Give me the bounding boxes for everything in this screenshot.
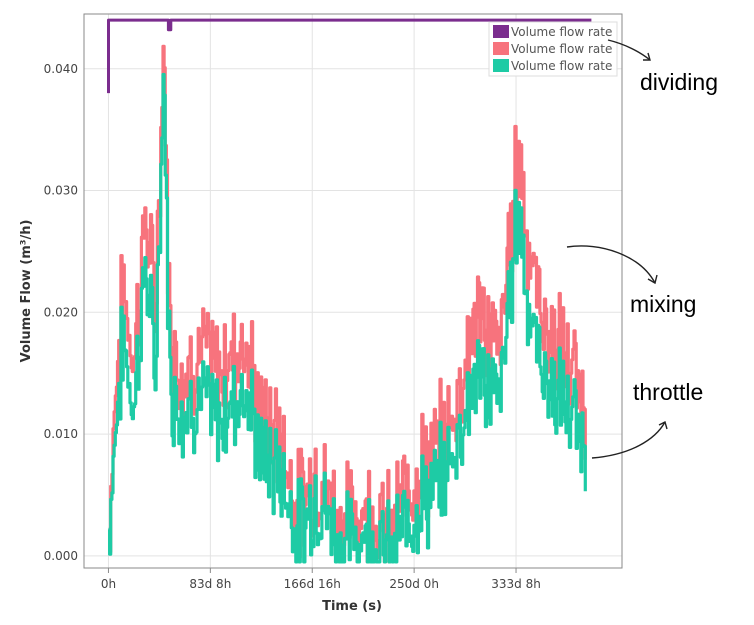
annotations: dividing mixing throttle: [566, 39, 718, 459]
series-line-mixing: [108, 44, 587, 564]
arrow-head-dividing: [643, 52, 651, 61]
y-tick-label: 0.030: [44, 184, 78, 198]
arrow-mixing: [566, 245, 656, 284]
plot-frame: [83, 13, 623, 569]
y-tick-label: 0.010: [44, 427, 78, 441]
y-axis-ticks: 0.000 0.010 0.020 0.030 0.040: [44, 62, 78, 563]
x-axis-title: Time (s): [322, 599, 382, 614]
legend-label-mixing: Volume flow rate: [511, 42, 612, 56]
legend-swatch-mixing: [493, 42, 509, 55]
legend-box: [488, 21, 618, 77]
arrow-throttle: [591, 421, 666, 459]
x-axis-ticks: 0h 83d 8h 166d 16h 250d 0h 333d 8h: [101, 568, 541, 591]
legend: Volume flow rate Volume flow rate Volume…: [488, 21, 618, 77]
x-tick-label: 250d 0h: [389, 577, 439, 591]
x-tick-label: 0h: [101, 577, 116, 591]
series-lines: [107, 18, 592, 564]
annotation-mixing: mixing: [630, 291, 696, 317]
series-line-throttle: [108, 72, 587, 564]
arrow-head-mixing: [647, 274, 658, 285]
legend-label-throttle: Volume flow rate: [511, 59, 612, 73]
y-tick-label: 0.000: [44, 549, 78, 563]
series-line-dividing: [107, 18, 592, 94]
y-tick-label: 0.020: [44, 305, 78, 319]
legend-swatch-dividing: [493, 25, 509, 38]
legend-swatch-throttle: [493, 59, 509, 72]
y-axis-title: Volume Flow (m³/h): [19, 220, 34, 363]
legend-label-dividing: Volume flow rate: [511, 25, 612, 39]
annotation-dividing: dividing: [640, 69, 718, 95]
x-tick-label: 333d 8h: [491, 577, 541, 591]
x-tick-label: 166d 16h: [284, 577, 341, 591]
y-tick-label: 0.040: [44, 62, 78, 76]
x-tick-label: 83d 8h: [189, 577, 231, 591]
arrow-dividing: [607, 39, 651, 61]
annotation-throttle: throttle: [633, 379, 703, 405]
arrow-head-throttle: [658, 420, 668, 430]
